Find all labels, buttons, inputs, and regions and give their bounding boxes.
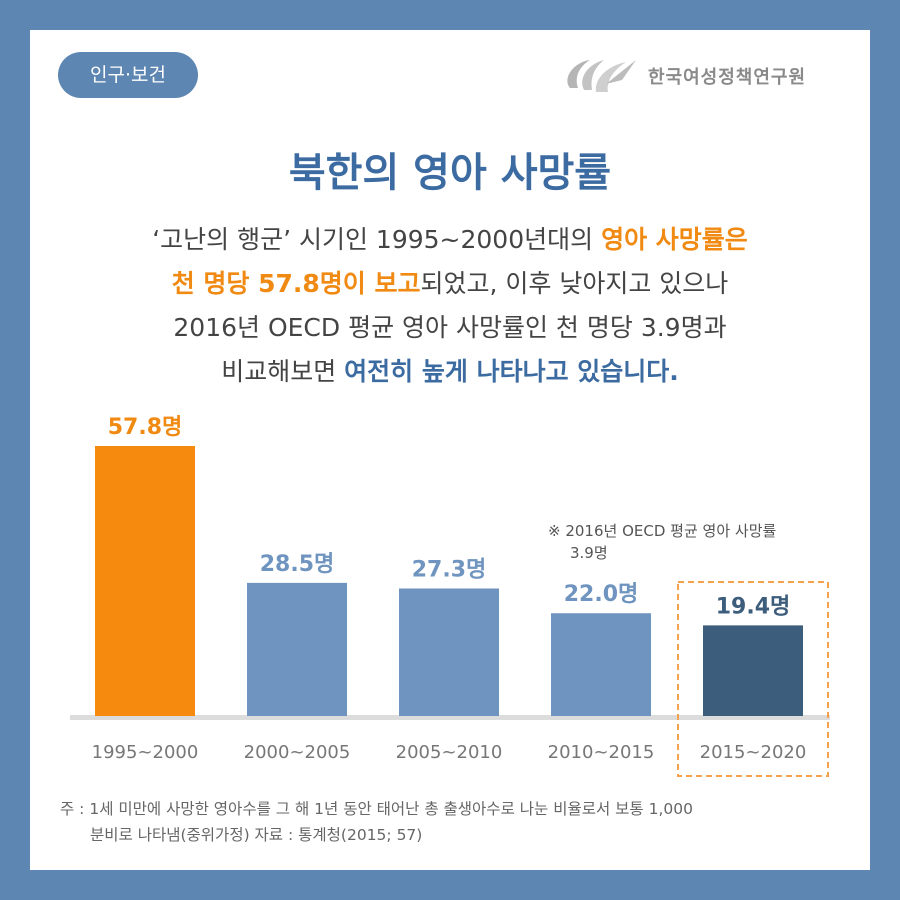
bar-chart: 57.8명 1995~2000 28.5명 2000~2005 27.3명 2005~20… — [70, 415, 830, 777]
category-label: 2000~2005 — [244, 742, 351, 763]
bar-2010~2015 — [551, 613, 651, 716]
infographic-card: 인구·보건 한국여성정책연구원 북한의 영아 사망률 ‘고난의 행군’ 시기인 … — [30, 30, 870, 870]
description-line-4: 비교해보면 여전히 높게 나타나고 있습니다. — [30, 350, 870, 394]
page-title: 북한의 영아 사망률 — [288, 150, 612, 196]
description-line-3: 2016년 OECD 평균 영아 사망률인 천 명당 3.9명과 — [173, 313, 727, 342]
category-badge: 인구·보건 — [58, 52, 198, 98]
value-label: 19.4명 — [716, 594, 791, 619]
value-label: 27.3명 — [412, 557, 487, 582]
description: ‘고난의 행군’ 시기인 1995~2000년대의 영아 사망률은 천 명당 5… — [30, 218, 870, 394]
bar-1995~2000 — [95, 446, 195, 716]
institute-name: 한국여성정책연구원 — [648, 67, 807, 88]
description-highlight: 여전히 높게 나타나고 있습니다. — [344, 357, 679, 386]
description-highlight: 영아 사망률은 — [601, 225, 748, 254]
footnote: 주 : 1세 미만에 사망한 영아수를 그 해 1년 동안 태어난 총 출생아수… — [60, 796, 860, 848]
oecd-annotation: ※ 2016년 OECD 평균 영아 사망률 3.9명 — [548, 520, 776, 564]
category-label: 1995~2000 — [92, 742, 199, 763]
annotation-line-2: 3.9명 — [570, 544, 608, 562]
bar-2000~2005 — [247, 582, 347, 716]
institute-logo: 한국여성정책연구원 — [560, 54, 806, 98]
institute-logo-icon — [567, 60, 636, 92]
description-text: ‘고난의 행군’ 시기인 1995~2000년대의 — [152, 225, 602, 254]
description-text: 비교해보면 — [221, 357, 345, 386]
highlight-box — [677, 581, 829, 777]
bar-2015~2020 — [703, 625, 803, 716]
category-label: 2010~2015 — [548, 742, 655, 763]
category-label: 2015~2020 — [700, 742, 807, 763]
x-axis-line — [70, 715, 830, 720]
value-label: 22.0명 — [564, 582, 639, 607]
description-line-1: ‘고난의 행군’ 시기인 1995~2000년대의 영아 사망률은 — [30, 218, 870, 262]
description-text: 되었고, 이후 낮아지고 있으나 — [420, 269, 729, 298]
description-highlight: 천 명당 57.8명이 보고 — [171, 269, 421, 298]
annotation-line-1: ※ 2016년 OECD 평균 영아 사망률 — [548, 522, 777, 540]
description-line-2: 천 명당 57.8명이 보고되었고, 이후 낮아지고 있으나 — [30, 262, 870, 306]
footnote-line-2: 분비로 나타냄(중위가정) 자료 : 통계청(2015; 57) — [90, 826, 423, 844]
footnote-line-1: 주 : 1세 미만에 사망한 영아수를 그 해 1년 동안 태어난 총 출생아수… — [60, 800, 693, 818]
category-label: 2005~2010 — [396, 742, 503, 763]
bar-2005~2010 — [399, 588, 499, 716]
value-label: 57.8명 — [108, 415, 183, 440]
value-label: 28.5명 — [260, 552, 335, 577]
